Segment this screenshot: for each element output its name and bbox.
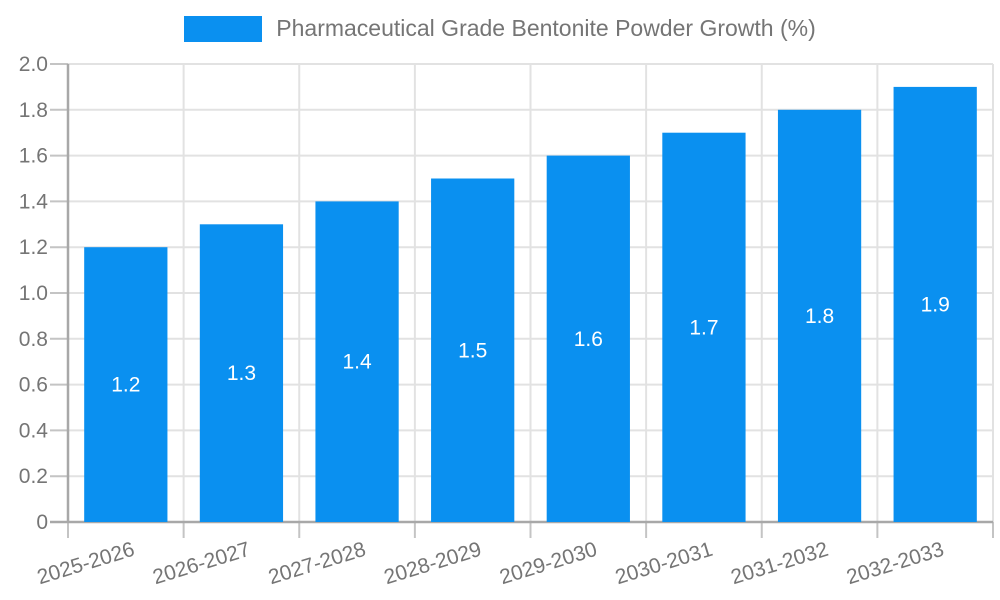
bar-value-label: 1.9 (921, 293, 950, 316)
y-axis-label: 2.0 (19, 53, 48, 76)
y-axis-label: 0.4 (19, 419, 49, 442)
bar-value-label: 1.2 (111, 374, 140, 397)
chart-legend: Pharmaceutical Grade Bentonite Powder Gr… (0, 15, 1000, 42)
bar-2031-2032[interactable] (777, 109, 862, 523)
y-axis-label: 0 (36, 511, 48, 534)
y-axis-label: 0.2 (19, 465, 48, 488)
bar-2027-2028[interactable] (315, 201, 399, 522)
chart-title: Pharmaceutical Grade Bentonite Powder Gr… (276, 15, 816, 41)
y-axis-label: 1.2 (19, 236, 48, 259)
legend-swatch (184, 15, 263, 42)
y-axis-label: 1.6 (19, 145, 48, 168)
y-axis-label: 0.8 (19, 328, 48, 351)
x-axis-label: 2029-2030 (497, 538, 600, 589)
y-axis-label: 1.0 (19, 282, 48, 305)
bar-value-label: 1.8 (805, 305, 834, 328)
bar-value-label: 1.6 (574, 328, 603, 351)
bar-2025-2026[interactable] (84, 247, 168, 522)
y-axis-label: 1.8 (19, 99, 48, 122)
bar-value-label: 1.5 (458, 339, 487, 362)
legend-item[interactable]: Pharmaceutical Grade Bentonite Powder Gr… (184, 15, 816, 42)
bar-2026-2027[interactable] (199, 224, 284, 523)
bar-2032-2033[interactable] (893, 86, 977, 523)
bar-value-label: 1.4 (342, 351, 372, 374)
bar-2028-2029[interactable] (431, 178, 515, 523)
bar-value-label: 1.3 (227, 362, 256, 385)
x-axis-label: 2027-2028 (266, 538, 369, 589)
x-axis-label: 2031-2032 (728, 538, 831, 589)
x-axis-label: 2025-2026 (35, 538, 138, 589)
bar-2030-2031[interactable] (662, 132, 746, 522)
x-axis-label: 2032-2033 (844, 538, 947, 589)
y-axis-label: 0.6 (19, 374, 48, 397)
x-axis-label: 2026-2027 (150, 538, 253, 589)
bar-2029-2030[interactable] (546, 155, 630, 522)
y-axis-label: 1.4 (19, 190, 49, 213)
x-axis-label: 2030-2031 (613, 538, 716, 589)
bar-value-label: 1.7 (689, 316, 718, 339)
x-axis-label: 2028-2029 (381, 538, 484, 589)
